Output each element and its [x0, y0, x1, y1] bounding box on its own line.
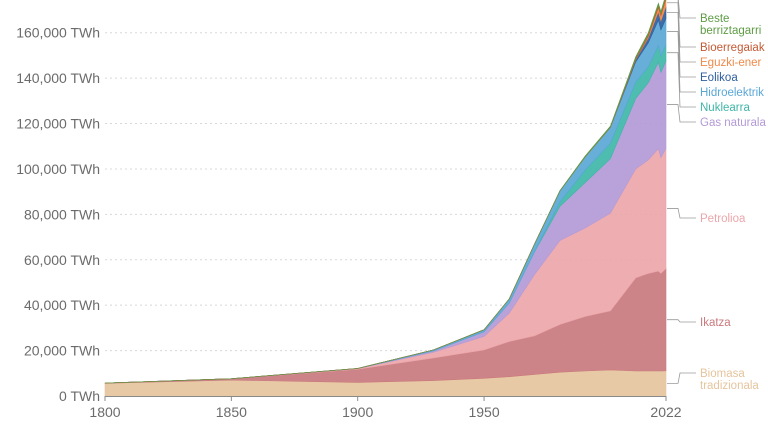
legend-label-biomasa-tradizionala: tradizionala [700, 380, 759, 392]
legend-connector [667, 31, 696, 93]
legend-connector [667, 372, 696, 384]
y-tick-label: 160,000 TWh [16, 25, 100, 41]
legend-connector [667, 12, 696, 78]
legend-connector [667, 104, 696, 123]
legend-label-gas-naturala: Gas naturala [700, 117, 766, 129]
legend-connector [667, 52, 696, 108]
legend-connector [677, 0, 696, 48]
x-axis: 1800 1850 1900 1950 2022 [89, 396, 682, 420]
legend-connector [667, 2, 696, 63]
x-tick-label: 1950 [468, 404, 499, 420]
x-tick-label: 1800 [89, 404, 120, 420]
y-tick-label: 0 TWh [59, 388, 100, 404]
legend-label-ikatza: Ikatza [700, 317, 731, 329]
y-tick-label: 80,000 TWh [24, 206, 100, 222]
y-axis-tick-labels: 0 TWh 20,000 TWh 40,000 TWh 60,000 TWh 80,00… [16, 25, 100, 404]
legend-connector [678, 0, 696, 19]
legend-label-petrolioa: Petrolioa [700, 213, 746, 225]
legend-label-beste-berriztagarri-batzuk: Beste [700, 13, 729, 25]
legend-label-eolikoa: Eolikoa [700, 72, 738, 84]
y-tick-label: 60,000 TWh [24, 252, 100, 268]
gridlines [105, 32, 666, 352]
legend-label-hidroelektrikoa: Hidroelektrik [700, 87, 764, 99]
x-tick-label: 2022 [650, 404, 681, 420]
y-tick-label: 20,000 TWh [24, 343, 100, 359]
y-tick-label: 140,000 TWh [16, 70, 100, 86]
x-tick-label: 1900 [342, 404, 373, 420]
legend-label-beste-berriztagarri-batzuk: berriztagarri [700, 25, 761, 37]
legend-label-biomasa-tradizionala: Biomasa [700, 368, 745, 380]
y-tick-label: 40,000 TWh [24, 297, 100, 313]
x-tick-label: 1850 [216, 404, 247, 420]
stacked-areas [104, 0, 667, 397]
legend-label-eguzki-energia: Eguzki-ener [700, 57, 762, 69]
y-tick-label: 100,000 TWh [16, 161, 100, 177]
area-beste-berriztagarri-batzuk [104, 0, 666, 384]
legend-connector [667, 319, 696, 323]
legend-label-nuklearra: Nuklearra [700, 102, 750, 114]
legend-connector [667, 208, 696, 219]
legend-label-bioerregaiak: Bioerregaiak [700, 42, 765, 54]
y-tick-label: 120,000 TWh [16, 116, 100, 132]
